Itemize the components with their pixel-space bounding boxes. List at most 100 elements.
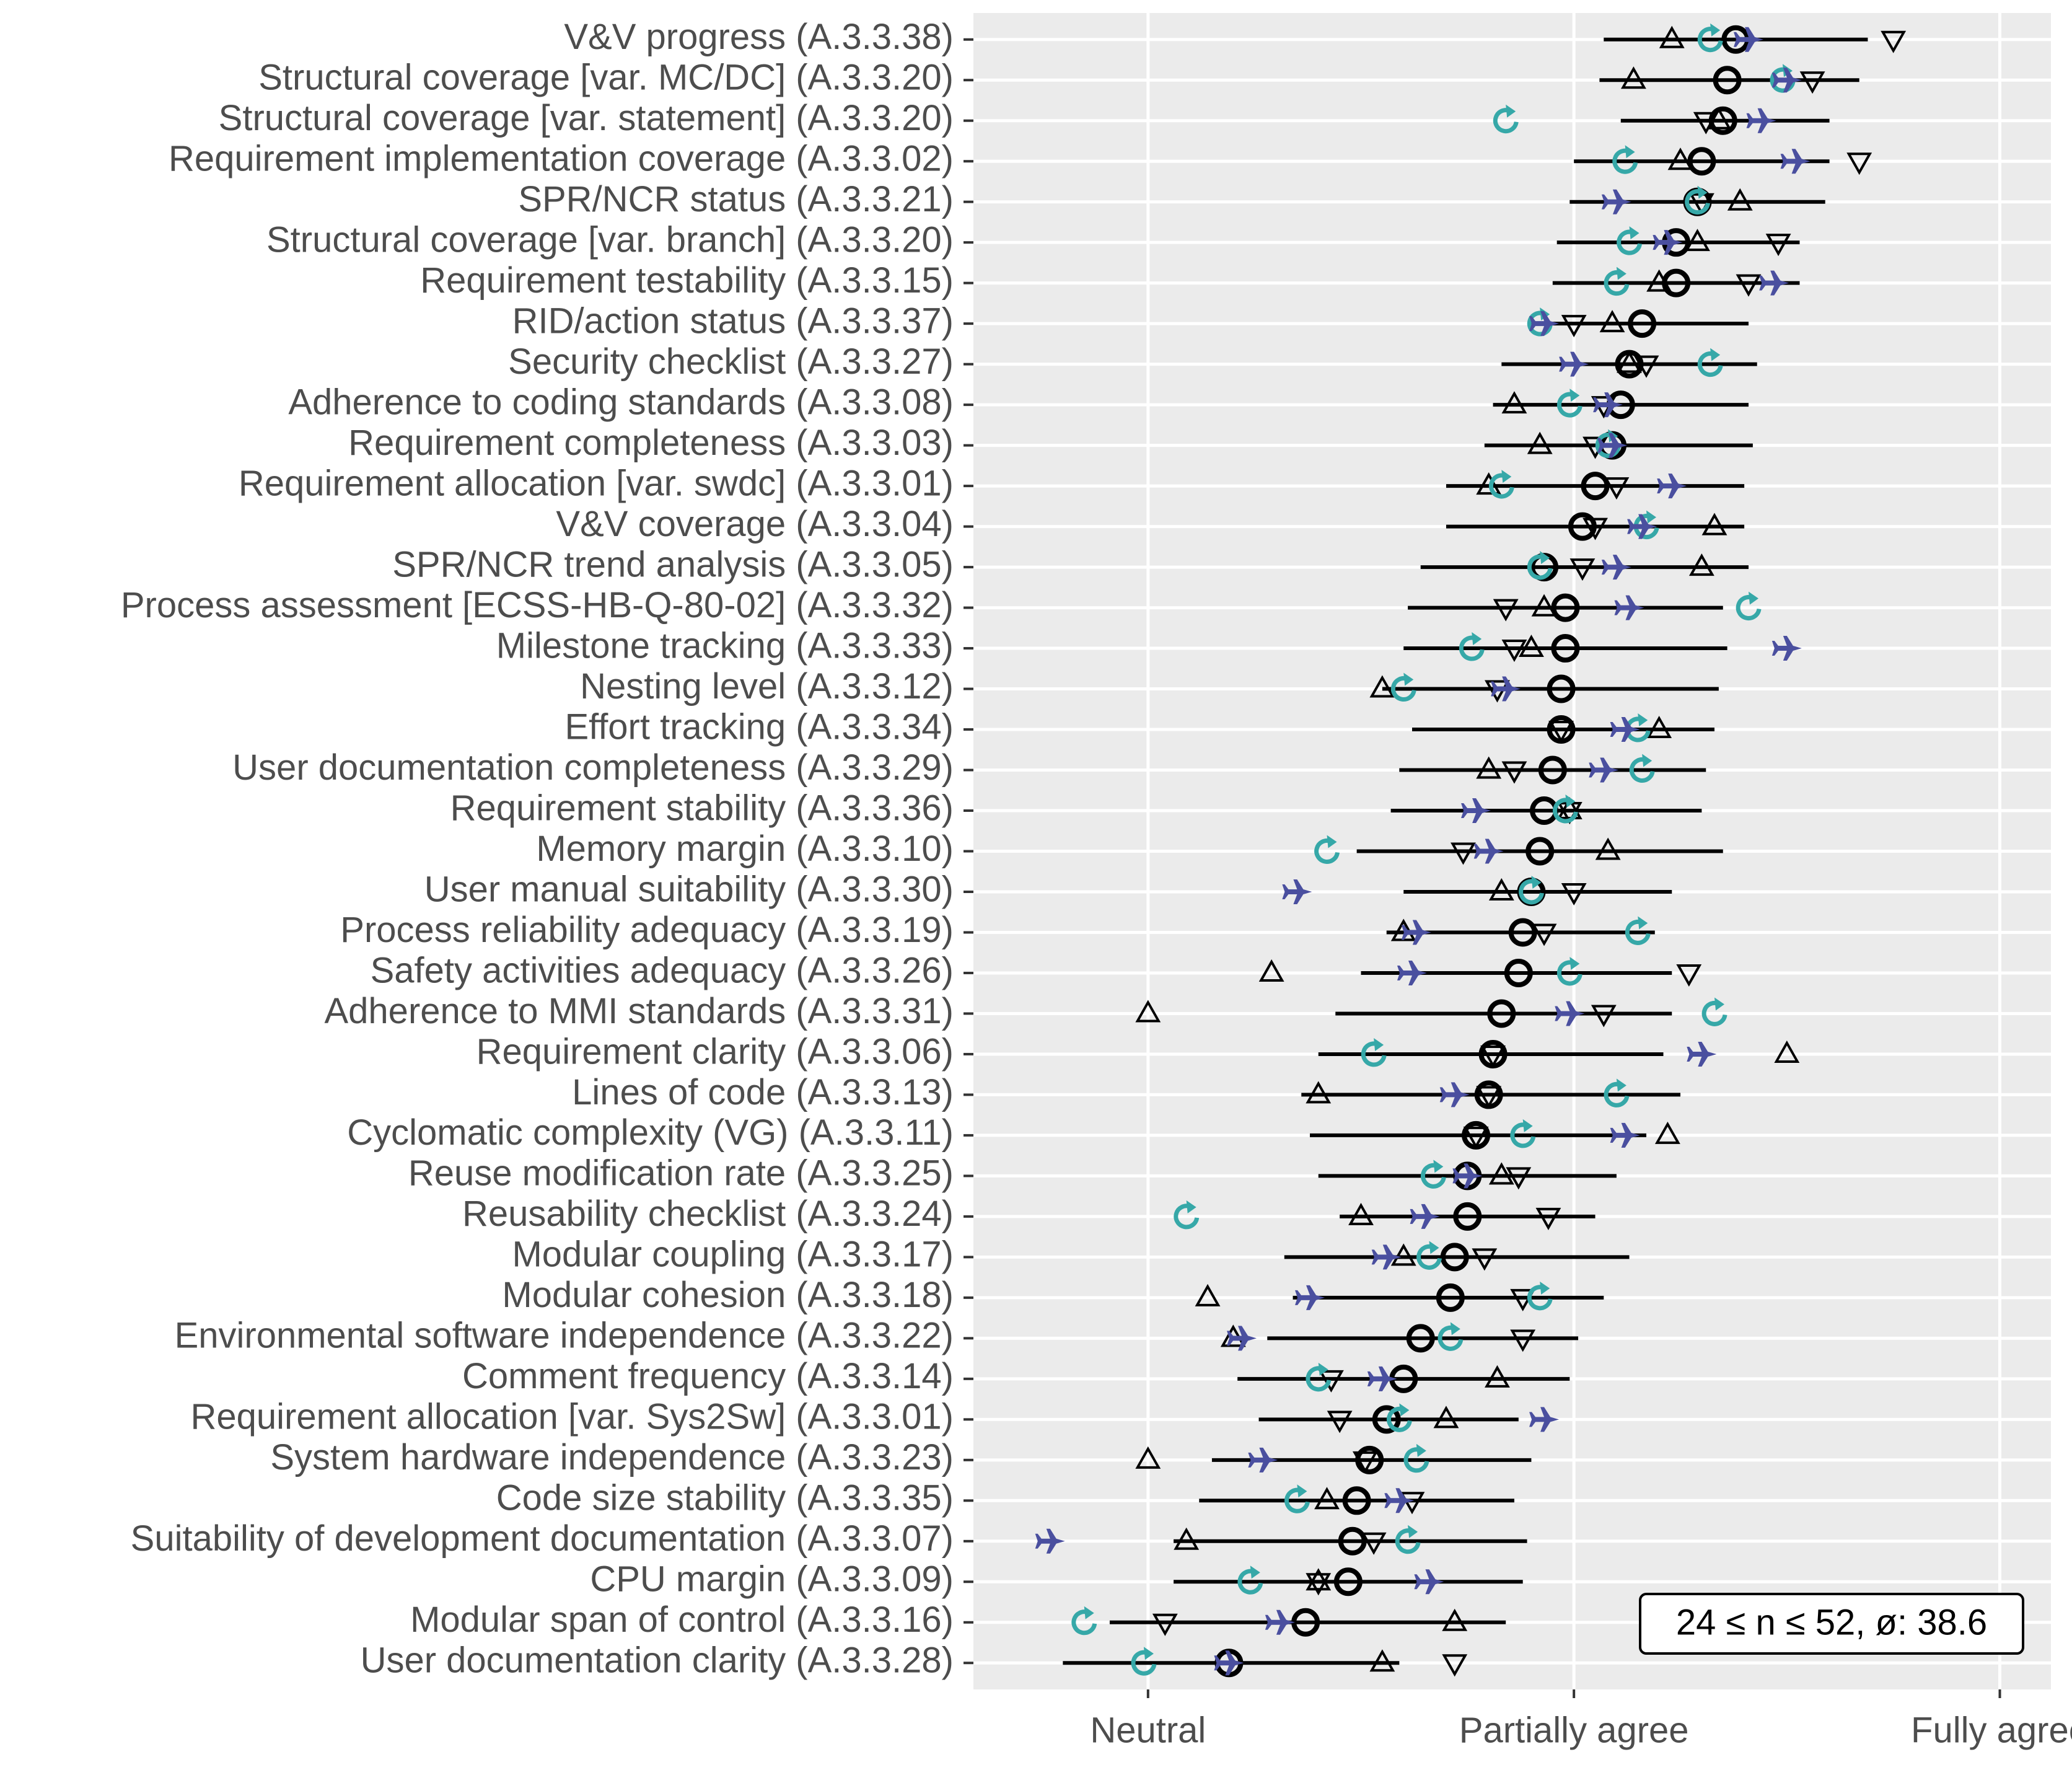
- marker-plane: [1397, 960, 1427, 985]
- marker-shape: [1771, 68, 1802, 93]
- marker-shape: [1295, 1285, 1325, 1310]
- marker-shape: [1384, 1488, 1415, 1513]
- marker-shape: [1659, 25, 1685, 48]
- marker-triangle-down: [1476, 1086, 1502, 1109]
- marker-shape: [1625, 919, 1651, 945]
- marker-shape: [1306, 1366, 1332, 1392]
- marker-rotate: [1387, 1403, 1412, 1432]
- marker-shape: [1390, 1243, 1416, 1266]
- y-tick-label: Requirement allocation [var. Sys2Sw] (A.…: [191, 1397, 954, 1437]
- marker-head: [1697, 185, 1708, 199]
- marker-triangle-down: [1531, 923, 1557, 946]
- marker-shape: [1646, 269, 1672, 292]
- marker-shape: [1646, 715, 1672, 739]
- marker-head: [1522, 1119, 1533, 1132]
- marker-shape: [1473, 839, 1504, 864]
- marker-shape: [1352, 1451, 1378, 1474]
- marker-circle: [1453, 1202, 1482, 1231]
- y-tick-label: Comment frequency (A.3.3.14): [462, 1356, 954, 1396]
- marker-head: [1143, 1647, 1154, 1660]
- marker-shape: [1258, 959, 1284, 982]
- marker-triangle-down: [1583, 517, 1608, 540]
- marker-shape: [1595, 837, 1621, 860]
- marker-shape: [1472, 1248, 1498, 1271]
- marker-shape: [1535, 1207, 1561, 1230]
- marker-shape: [1501, 391, 1527, 414]
- marker-shape: [1527, 431, 1553, 454]
- marker-head: [1472, 632, 1482, 646]
- marker-rotate: [1493, 104, 1519, 134]
- marker-plane: [1035, 1528, 1065, 1554]
- marker-plane: [1610, 717, 1640, 742]
- marker-shape: [1265, 1609, 1295, 1635]
- marker-shape: [1395, 1528, 1421, 1554]
- marker-rotate: [1488, 470, 1514, 499]
- marker-shape: [1547, 674, 1576, 703]
- marker-shape: [1687, 1041, 1717, 1067]
- marker-head: [1638, 713, 1648, 727]
- marker-shape: [1442, 1608, 1468, 1631]
- marker-plane: [1529, 311, 1560, 337]
- marker-shape: [1440, 1243, 1469, 1272]
- marker-head: [1408, 1525, 1418, 1538]
- marker-triangle-down: [1352, 1451, 1378, 1474]
- marker-head: [1374, 1037, 1384, 1051]
- marker-shape: [1306, 1573, 1332, 1596]
- marker-triangle-up: [1174, 1527, 1200, 1550]
- marker-shape: [1601, 189, 1631, 214]
- marker-shape: [1713, 66, 1742, 95]
- marker-triangle-down: [1548, 721, 1574, 744]
- marker-plane: [1452, 1163, 1483, 1189]
- marker-head: [1429, 1241, 1439, 1254]
- marker-shape: [1617, 350, 1642, 373]
- marker-shape: [1693, 112, 1719, 134]
- marker-rotate: [1625, 916, 1651, 945]
- marker-head: [1629, 226, 1640, 240]
- marker-plane: [1227, 1326, 1257, 1351]
- marker-shape: [1480, 1045, 1506, 1068]
- annotation-box: [1639, 1593, 2024, 1655]
- marker-triangle-up: [1135, 1000, 1161, 1023]
- marker-shape: [1488, 473, 1514, 499]
- marker-shape: [1531, 594, 1557, 617]
- marker-shape: [1667, 148, 1693, 170]
- marker-triangle-down: [1736, 274, 1762, 297]
- y-tick-label: Modular cohesion (A.3.3.18): [502, 1275, 954, 1315]
- marker-head: [1084, 1606, 1094, 1619]
- marker-shape: [1214, 1650, 1244, 1676]
- marker-shape: [1436, 1283, 1465, 1312]
- marker-shape: [1687, 147, 1716, 176]
- marker-shape: [1555, 1001, 1585, 1026]
- marker-shape: [1597, 433, 1628, 458]
- marker-triangle-down: [1693, 112, 1719, 134]
- marker-shape: [1610, 717, 1640, 742]
- marker-triangle-down: [1765, 234, 1791, 257]
- x-tick-label: Partially agree: [1459, 1710, 1689, 1750]
- marker-shape: [1461, 798, 1491, 824]
- marker-plane: [1491, 676, 1521, 702]
- y-tick-label: Requirement implementation coverage (A.3…: [169, 139, 954, 179]
- marker-shape: [1765, 234, 1791, 257]
- marker-plane: [1473, 839, 1504, 864]
- marker-plane: [1367, 1366, 1397, 1391]
- marker-shape: [1556, 960, 1583, 986]
- marker-shape: [1601, 555, 1631, 580]
- marker-triangle-up: [1774, 1040, 1800, 1063]
- marker-shape: [1397, 960, 1427, 985]
- marker-head: [1186, 1200, 1196, 1213]
- marker-shape: [1485, 1365, 1510, 1388]
- marker-plane: [1771, 636, 1802, 661]
- marker-triangle-up: [1701, 513, 1727, 535]
- marker-triangle-down: [1480, 1045, 1506, 1068]
- marker-triangle-down: [1676, 964, 1702, 987]
- marker-plane: [1746, 108, 1776, 133]
- marker-plane: [1529, 1407, 1560, 1432]
- marker-rotate: [1395, 1525, 1421, 1554]
- marker-circle: [1547, 674, 1576, 703]
- marker-triangle-down: [1506, 1167, 1532, 1190]
- marker-head: [1540, 551, 1550, 565]
- marker-shape: [1736, 274, 1762, 297]
- marker-rotate: [1685, 185, 1710, 215]
- marker-triangle-up: [1314, 1487, 1340, 1510]
- marker-head: [1569, 956, 1580, 970]
